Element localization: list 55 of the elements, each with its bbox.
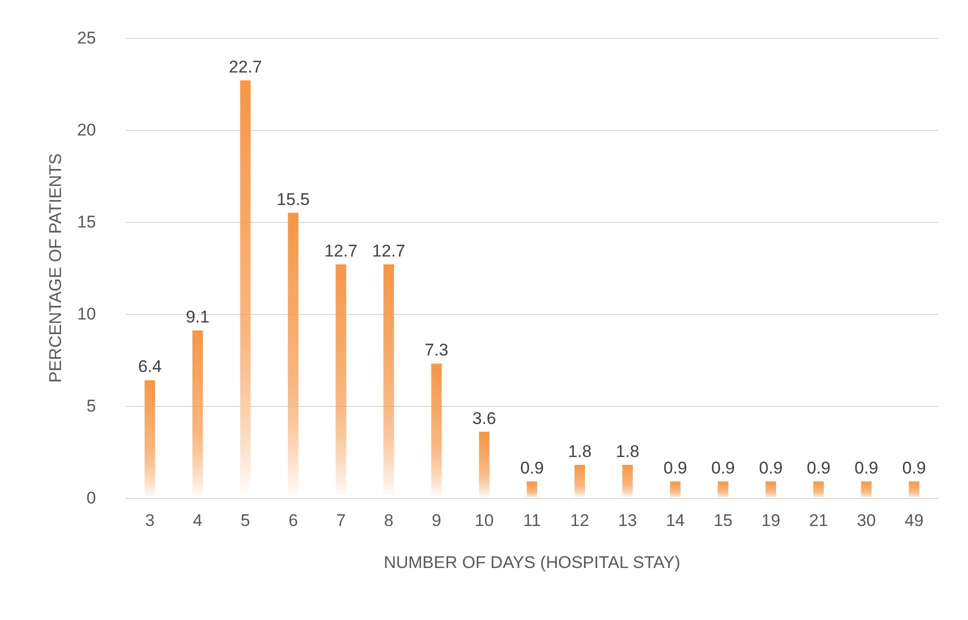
data-label: 0.9 bbox=[759, 458, 783, 478]
data-label: 1.8 bbox=[616, 442, 640, 461]
data-label: 0.9 bbox=[902, 458, 926, 478]
data-label: 0.9 bbox=[520, 458, 544, 478]
data-label: 12.7 bbox=[324, 241, 358, 260]
x-tick-label: 4 bbox=[192, 511, 202, 530]
data-label: 1.8 bbox=[568, 442, 592, 461]
bar bbox=[813, 481, 824, 498]
x-tick-label: 15 bbox=[714, 511, 733, 530]
x-tick-label: 13 bbox=[618, 511, 637, 530]
x-tick-label: 12 bbox=[570, 511, 590, 530]
bar bbox=[766, 481, 776, 498]
data-label: 0.9 bbox=[663, 458, 688, 478]
data-label: 9.1 bbox=[186, 308, 210, 327]
data-label: 7.3 bbox=[424, 340, 448, 360]
y-tick-label: 10 bbox=[77, 304, 96, 324]
x-tick-label: 14 bbox=[666, 511, 685, 530]
data-label: 6.4 bbox=[138, 357, 162, 376]
x-tick-label: 11 bbox=[523, 511, 541, 530]
x-tick-label: 7 bbox=[336, 511, 346, 530]
bar bbox=[861, 481, 872, 498]
x-tick-label: 6 bbox=[288, 511, 298, 530]
bar bbox=[670, 481, 681, 498]
bar bbox=[192, 330, 203, 498]
x-tick-label: 19 bbox=[761, 511, 780, 530]
x-tick-label: 8 bbox=[384, 511, 394, 530]
bar bbox=[574, 464, 586, 498]
data-label: 0.9 bbox=[711, 458, 735, 478]
x-tick-label: 49 bbox=[904, 511, 924, 530]
data-label: 15.5 bbox=[276, 190, 310, 209]
bar bbox=[478, 432, 490, 498]
x-tick-label: 9 bbox=[432, 511, 442, 530]
bar bbox=[908, 481, 920, 498]
x-tick-label: 5 bbox=[240, 511, 250, 530]
bar bbox=[526, 481, 538, 498]
x-tick-label: 21 bbox=[809, 511, 828, 530]
data-label: 0.9 bbox=[806, 458, 830, 478]
data-label: 3.6 bbox=[472, 408, 496, 428]
x-axis-title: NUMBER OF DAYS (HOSPITAL STAY) bbox=[384, 553, 680, 572]
data-label: 12.7 bbox=[372, 241, 406, 260]
x-tick-label: 30 bbox=[856, 511, 876, 530]
y-tick-label: 5 bbox=[86, 396, 96, 416]
bar bbox=[431, 364, 442, 498]
y-axis-title: PERCENTAGE OF PATIENTS bbox=[46, 153, 65, 383]
y-tick-label: 15 bbox=[77, 212, 96, 232]
bar bbox=[718, 481, 728, 498]
y-tick-label: 0 bbox=[86, 488, 96, 508]
x-tick-label: 10 bbox=[474, 511, 494, 530]
x-tick-label: 3 bbox=[145, 511, 155, 530]
bar bbox=[622, 464, 633, 498]
y-tick-label: 20 bbox=[77, 120, 96, 140]
bar bbox=[144, 380, 156, 498]
data-label: 22.7 bbox=[228, 57, 262, 76]
data-label: 0.9 bbox=[854, 458, 878, 478]
y-tick-label: 25 bbox=[77, 28, 96, 48]
